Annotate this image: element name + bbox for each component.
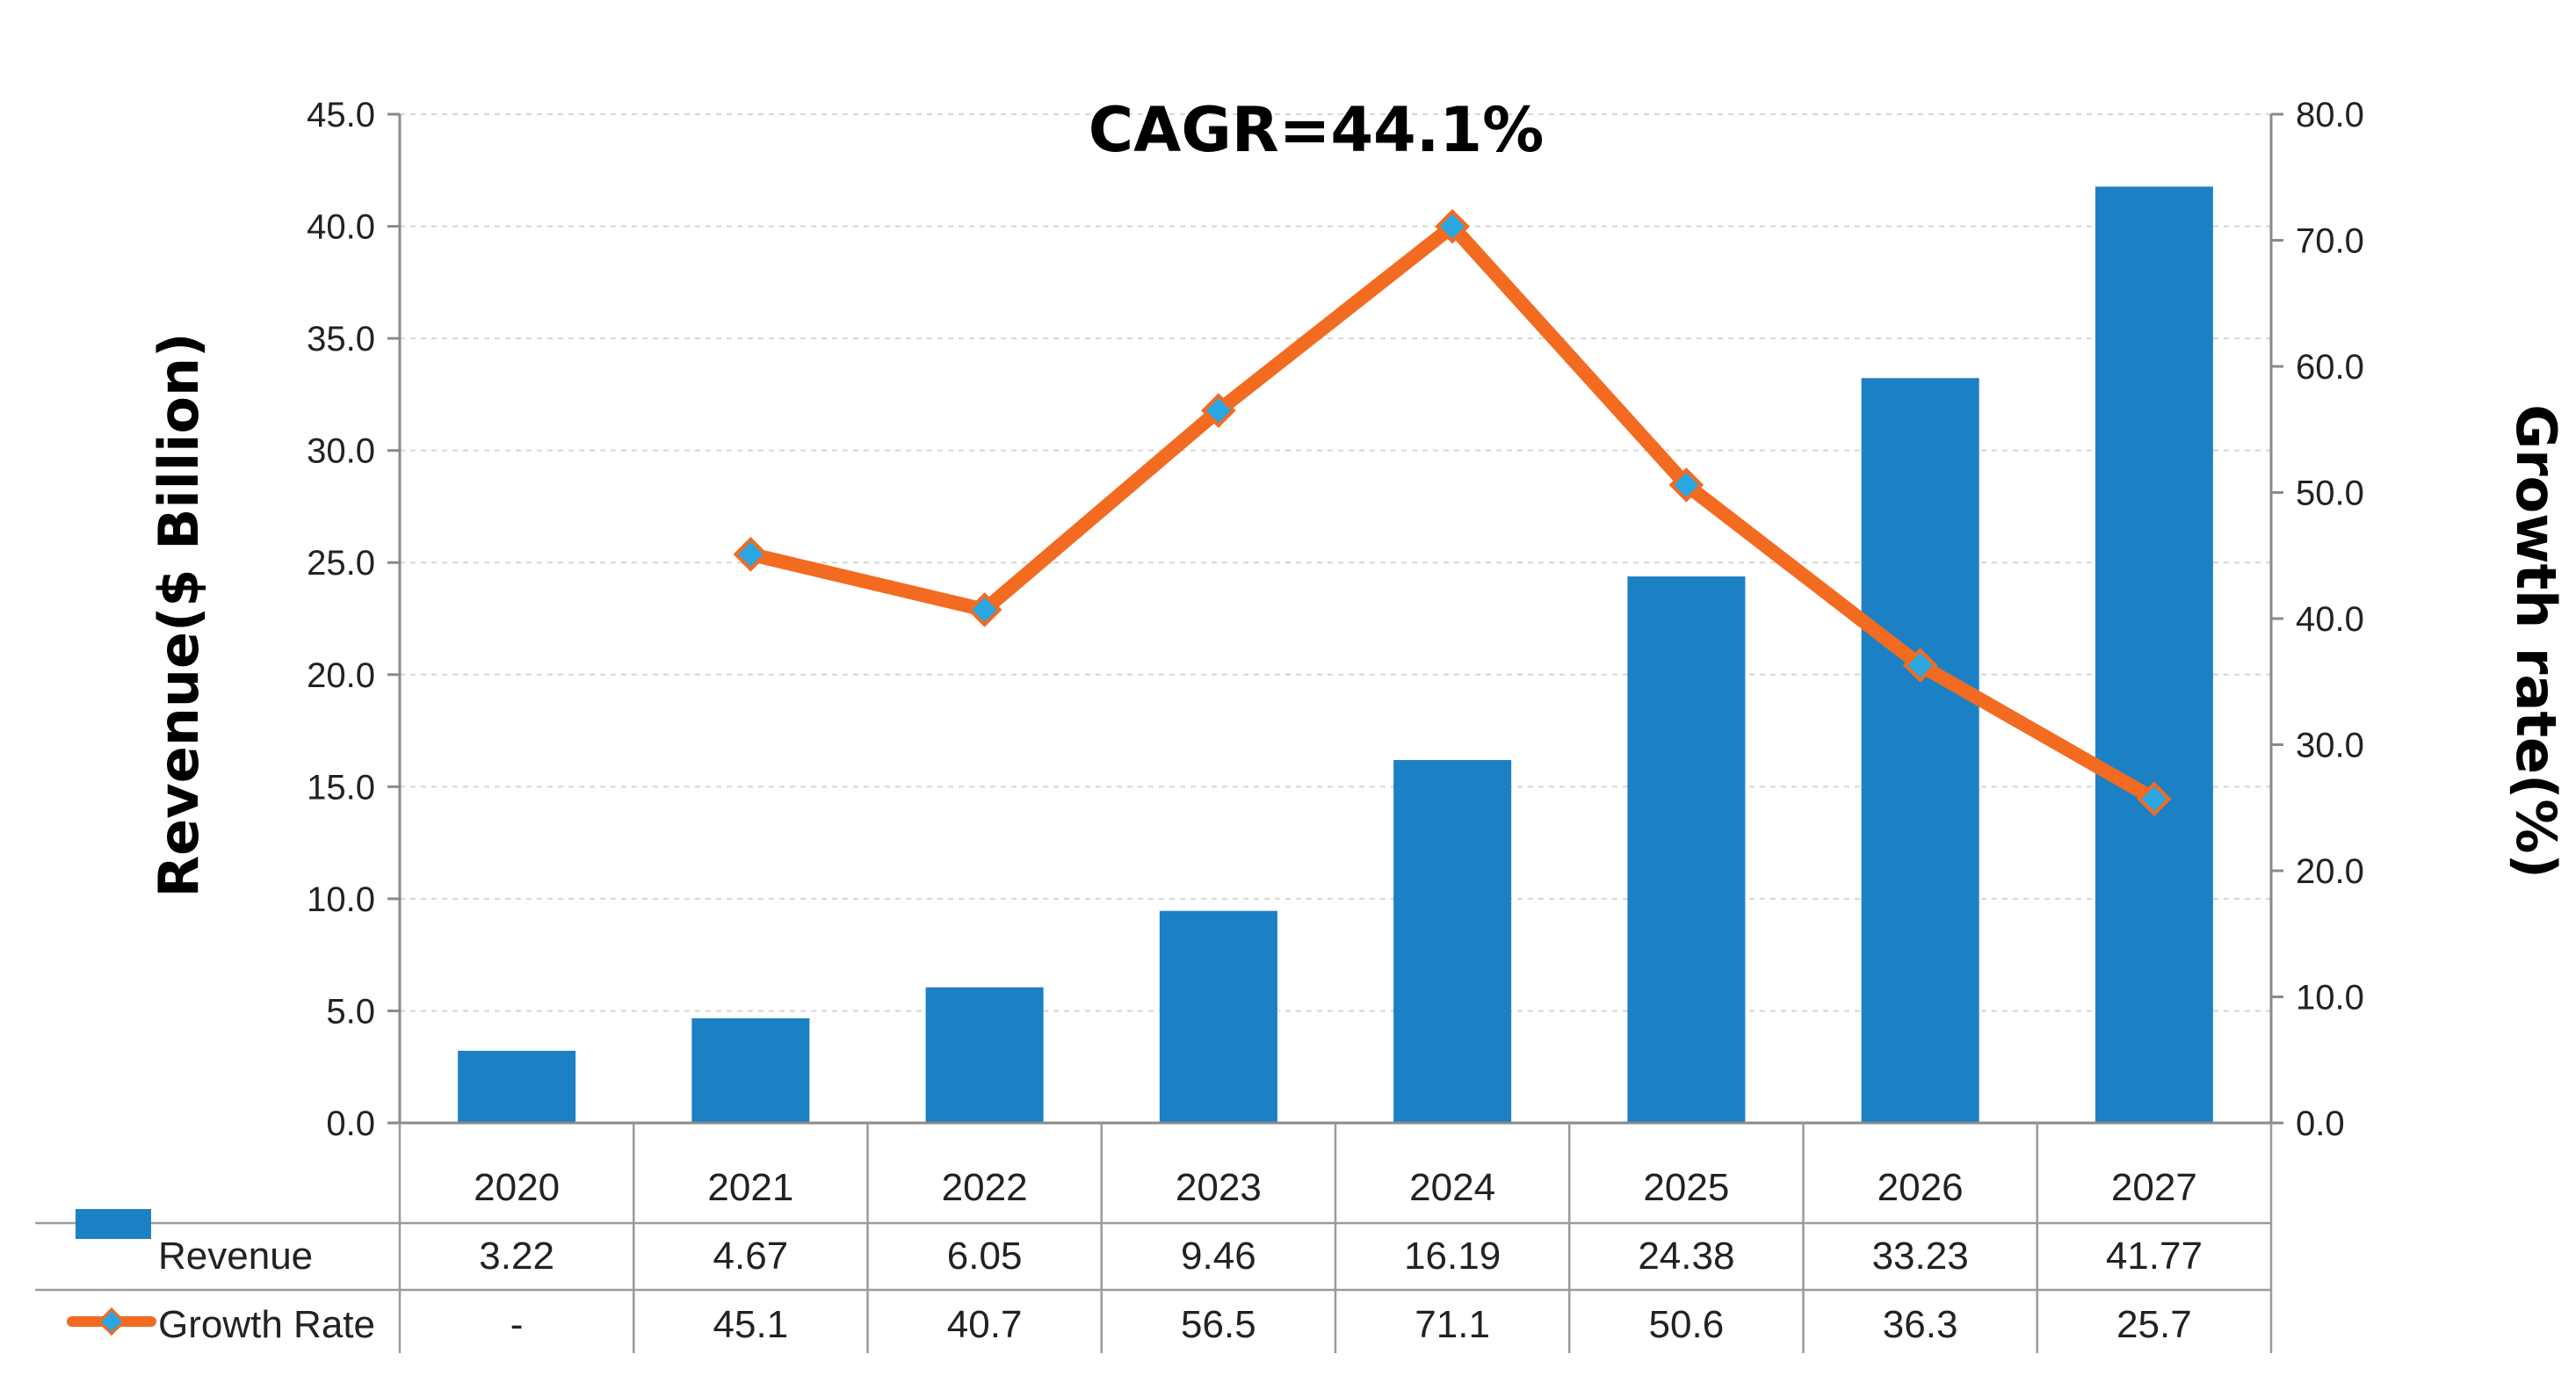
legend-growth-marker: [97, 1307, 127, 1336]
y-left-tick-label: 5.0: [326, 992, 375, 1031]
growth-rate-line: [733, 208, 2172, 817]
revenue-bar-2023: [1159, 910, 1277, 1123]
growth-value-2025: 50.6: [1649, 1303, 1725, 1346]
y-left-tick-label: 40.0: [307, 208, 375, 247]
growth-value-2026: 36.3: [1883, 1303, 1958, 1346]
y-right-tick-label: 80.0: [2296, 96, 2364, 134]
growth-rate-marker-2027: [2137, 781, 2172, 817]
x-tick-label-2021: 2021: [707, 1166, 793, 1209]
revenue-bar-2025: [1627, 576, 1746, 1123]
y-axis-right-title: Growth rate(%): [2504, 404, 2568, 879]
y-right-tick-label: 50.0: [2296, 474, 2364, 513]
growth-rate-marker-2026: [1902, 648, 1938, 683]
revenue-bar-2022: [925, 987, 1044, 1123]
revenue-value-2025: 24.38: [1638, 1235, 1734, 1278]
cagr-annotation: CAGR=44.1%: [1089, 94, 1544, 166]
growth-value-2024: 71.1: [1415, 1303, 1490, 1346]
revenue-value-2022: 6.05: [947, 1235, 1023, 1278]
growth-rate-marker-2022: [966, 592, 1002, 627]
growth-rate-marker-2021: [733, 536, 769, 572]
revenue-value-2021: 4.67: [713, 1235, 789, 1278]
y-axis-left-title: Revenue($ Billion): [147, 333, 211, 898]
legend-revenue-swatch: [76, 1209, 151, 1239]
data-table: 2020 2021 2022 2023 2024 2025 2026 2027 Revenue 3…: [35, 1123, 2273, 1353]
y-right-tick-label: 0.0: [2296, 1104, 2345, 1143]
y-right-tick-label: 60.0: [2296, 348, 2364, 387]
y-left-tick-label: 15.0: [307, 768, 375, 807]
revenue-value-2026: 33.23: [1872, 1235, 1969, 1278]
revenue-bar-2027: [2095, 186, 2213, 1124]
x-tick-label-2026: 2026: [1878, 1166, 1964, 1209]
legend-growth-label: Growth Rate: [158, 1303, 375, 1346]
x-tick-label-2023: 2023: [1176, 1166, 1262, 1209]
revenue-value-2023: 9.46: [1181, 1235, 1256, 1278]
growth-value-2023: 56.5: [1181, 1303, 1256, 1346]
x-tick-label-2027: 2027: [2111, 1166, 2197, 1209]
growth-value-2020: -: [510, 1303, 524, 1346]
revenue-bars: [458, 186, 2213, 1124]
y-right-tick-label: 20.0: [2296, 852, 2364, 891]
y-left-tick-label: 35.0: [307, 320, 375, 358]
growth-rate-marker-2025: [1668, 467, 1704, 503]
y-left-tick-label: 45.0: [307, 96, 375, 134]
revenue-bar-2026: [1861, 378, 1979, 1124]
legend-revenue-label: Revenue: [158, 1235, 313, 1278]
revenue-bar-2024: [1393, 759, 1512, 1123]
revenue-bar-2021: [691, 1018, 810, 1123]
gridlines: [400, 113, 2271, 1012]
y-right-tick-label: 30.0: [2296, 727, 2364, 765]
y-left-tick-label: 25.0: [307, 544, 375, 583]
y-right-tick-label: 40.0: [2296, 600, 2364, 639]
y-right-tick-label: 10.0: [2296, 979, 2364, 1018]
growth-value-2027: 25.7: [2117, 1303, 2192, 1346]
revenue-value-2020: 3.22: [479, 1235, 554, 1278]
x-tick-label-2022: 2022: [942, 1166, 1028, 1209]
revenue-value-2024: 16.19: [1404, 1235, 1501, 1278]
x-tick-label-2025: 2025: [1643, 1166, 1729, 1209]
y-left-tick-label: 30.0: [307, 432, 375, 471]
revenue-value-2027: 41.77: [2106, 1235, 2203, 1278]
y-left-tick-label: 20.0: [307, 656, 375, 695]
x-tick-label-2024: 2024: [1409, 1166, 1495, 1209]
y-left-tick-label: 0.0: [326, 1104, 375, 1143]
growth-rate-marker-2023: [1201, 393, 1236, 429]
growth-value-2022: 40.7: [947, 1303, 1023, 1346]
y-left-tick-label: 10.0: [307, 880, 375, 919]
revenue-bar-2020: [458, 1050, 576, 1123]
y-right-tick-label: 70.0: [2296, 222, 2364, 261]
growth-value-2021: 45.1: [713, 1303, 789, 1346]
x-tick-label-2020: 2020: [474, 1166, 560, 1209]
growth-rate-marker-2024: [1435, 208, 1470, 244]
axes: 0.0 5.0 10.0 15.0 20.0 25.0 30.0 35.0 40.0 45.0 0.…: [307, 96, 2364, 1143]
